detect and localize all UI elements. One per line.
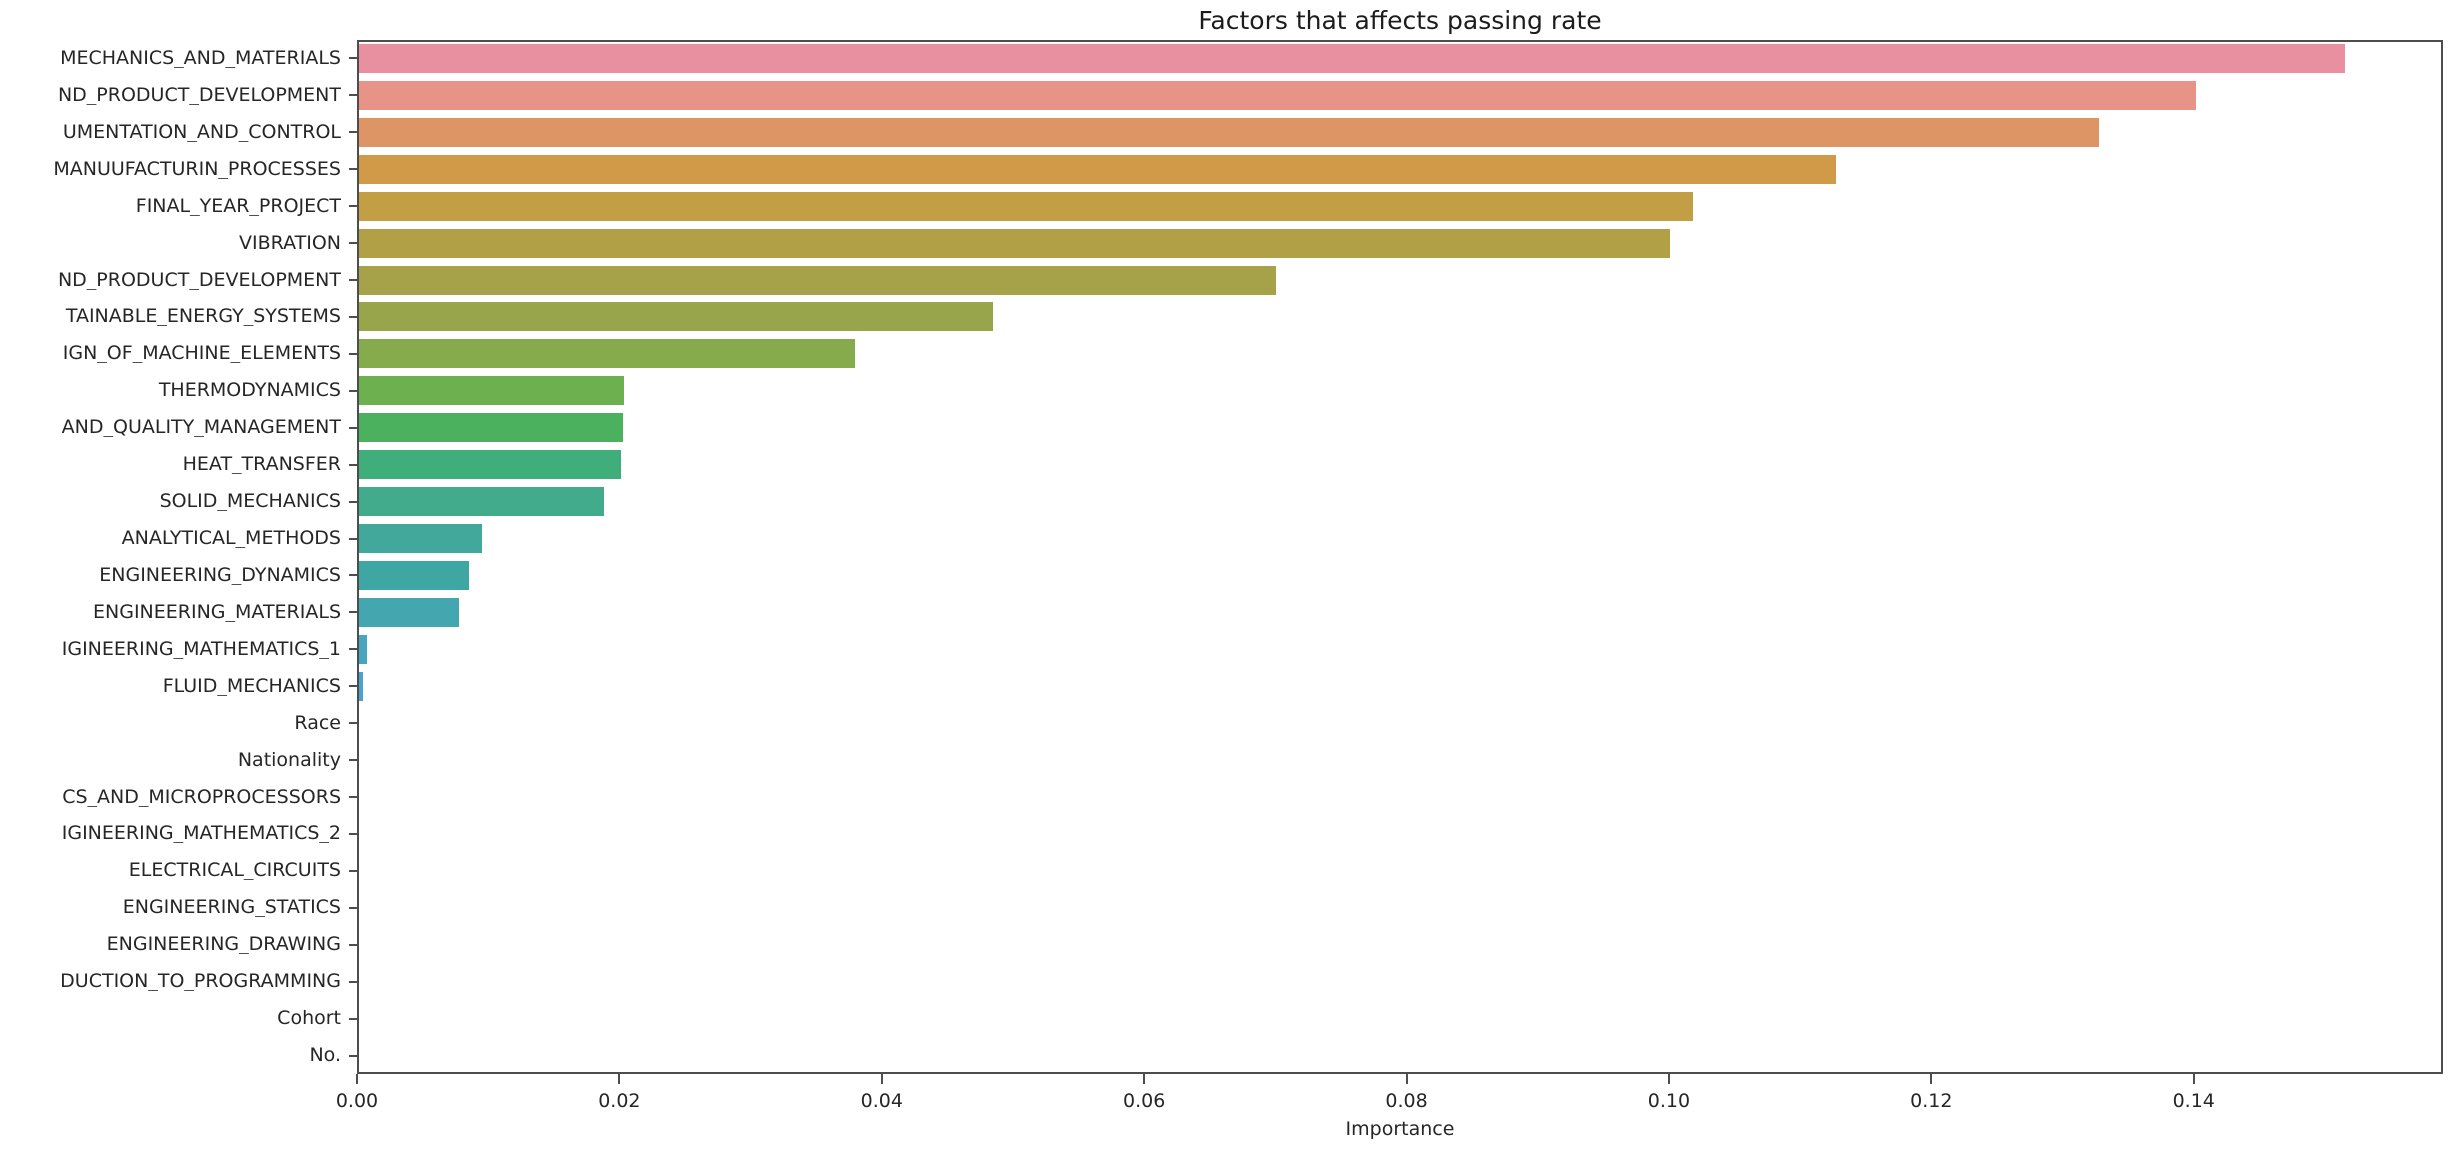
y-tick-label: AND_QUALITY_MANAGEMENT [61,418,341,438]
y-tick-label: IGINEERING_MATHEMATICS_1 [61,639,341,659]
bar [359,154,1836,184]
y-tick-label: ENGINEERING_DYNAMICS [99,565,341,585]
x-tick-mark [618,1074,621,1084]
y-tick-mark [349,131,357,134]
y-tick-label: MECHANICS_AND_MATERIALS [60,48,341,68]
bar [359,450,621,480]
y-tick-label: TAINABLE_ENERGY_SYSTEMS [65,307,341,327]
y-tick-label: ENGINEERING_DRAWING [106,935,341,955]
y-tick-label: MANUUFACTURIN_PROCESSES [53,159,341,179]
bar [359,339,855,369]
y-tick-mark [349,869,357,872]
x-tick-label: 0.08 [1385,1090,1428,1112]
x-tick-mark [1667,1074,1670,1084]
x-tick-label: 0.14 [2172,1090,2215,1112]
bar [359,634,367,664]
bar [359,376,624,406]
y-tick-mark [349,611,357,614]
y-tick-label: Cohort [277,1009,341,1029]
chart-title: Factors that affects passing rate [1198,6,1602,35]
x-tick-mark [1405,1074,1408,1084]
bar [359,265,1276,295]
y-tick-mark [349,57,357,60]
bar [359,524,482,554]
x-tick-mark [356,1074,358,1084]
y-tick-mark [349,389,357,392]
x-tick-label: 0.12 [1910,1090,1953,1112]
y-tick-mark [349,685,357,688]
bar [359,487,604,517]
x-tick-mark [880,1074,883,1084]
y-tick-mark [349,832,357,835]
y-tick-mark [349,648,357,651]
y-tick-label: FLUID_MECHANICS [162,676,341,696]
y-tick-mark [349,796,357,799]
y-tick-mark [349,537,357,540]
y-tick-label: ANALYTICAL_METHODS [121,529,341,549]
y-tick-label: VIBRATION [239,233,341,253]
y-tick-label: SOLID_MECHANICS [159,492,341,512]
plot-area [357,40,2443,1074]
y-tick-mark [349,279,357,282]
x-axis: 0.00 0.02 0.04 0.06 0.08 0.10 0.12 0.14 [336,1074,2443,1154]
x-tick-label: 0.10 [1647,1090,1691,1112]
y-tick-label: ND_PRODUCT_DEVELOPMENT [57,270,341,290]
bar [359,302,993,332]
y-tick-label: CS_AND_MICROPROCESSORS [62,787,341,807]
y-tick-label: Race [294,713,341,733]
y-tick-label: THERMODYNAMICS [158,381,341,401]
y-tick-label: No. [309,1046,341,1066]
bar [359,80,2196,110]
y-tick-mark [349,168,357,171]
y-tick-mark [349,943,357,946]
y-tick-label: FINAL_YEAR_PROJECT [135,196,341,216]
bar [359,671,363,701]
bar [359,191,1693,221]
y-tick-label: IGN_OF_MACHINE_ELEMENTS [62,344,341,364]
bar [359,597,459,627]
y-tick-mark [349,500,357,503]
x-axis-label: Importance [1345,1118,1455,1140]
x-tick-mark [1143,1074,1146,1084]
y-tick-mark [349,574,357,577]
bars-layer [359,42,2441,1072]
x-tick-label: 0.04 [860,1090,903,1112]
y-tick-mark [349,426,357,429]
y-tick-mark [349,315,357,318]
y-tick-label: ELECTRICAL_CIRCUITS [128,861,341,881]
y-tick-mark [349,352,357,355]
bar [359,43,2345,73]
x-tick-mark [2192,1074,2195,1084]
y-tick-marks [349,40,357,1074]
bar [359,117,2099,147]
y-tick-label: HEAT_TRANSFER [182,455,341,475]
y-tick-mark [349,94,357,97]
y-axis: MECHANICS_AND_MATERIALS ND_PRODUCT_DEVELO… [0,40,341,1074]
y-tick-mark [349,1054,357,1057]
bar [359,560,469,590]
y-tick-label: ENGINEERING_MATERIALS [93,602,341,622]
y-tick-mark [349,980,357,983]
x-tick-label: 0.02 [598,1090,641,1112]
x-tick-label: 0.06 [1123,1090,1166,1112]
y-tick-mark [349,205,357,208]
x-tick-label: 0.00 [335,1090,379,1112]
y-tick-mark [349,242,357,245]
bar [359,413,623,443]
y-tick-mark [349,722,357,725]
x-tick-mark [1930,1074,1933,1084]
y-tick-label: IGINEERING_MATHEMATICS_2 [61,824,341,844]
y-tick-label: ND_PRODUCT_DEVELOPMENT [57,85,341,105]
y-tick-label: ENGINEERING_STATICS [122,898,341,918]
y-tick-mark [349,1017,357,1020]
y-tick-mark [349,463,357,466]
y-tick-mark [349,906,357,909]
y-tick-mark [349,759,357,762]
bar [359,228,1670,258]
y-tick-label: Nationality [237,750,341,770]
y-tick-label: UMENTATION_AND_CONTROL [62,122,341,142]
y-tick-label: DUCTION_TO_PROGRAMMING [60,972,341,992]
